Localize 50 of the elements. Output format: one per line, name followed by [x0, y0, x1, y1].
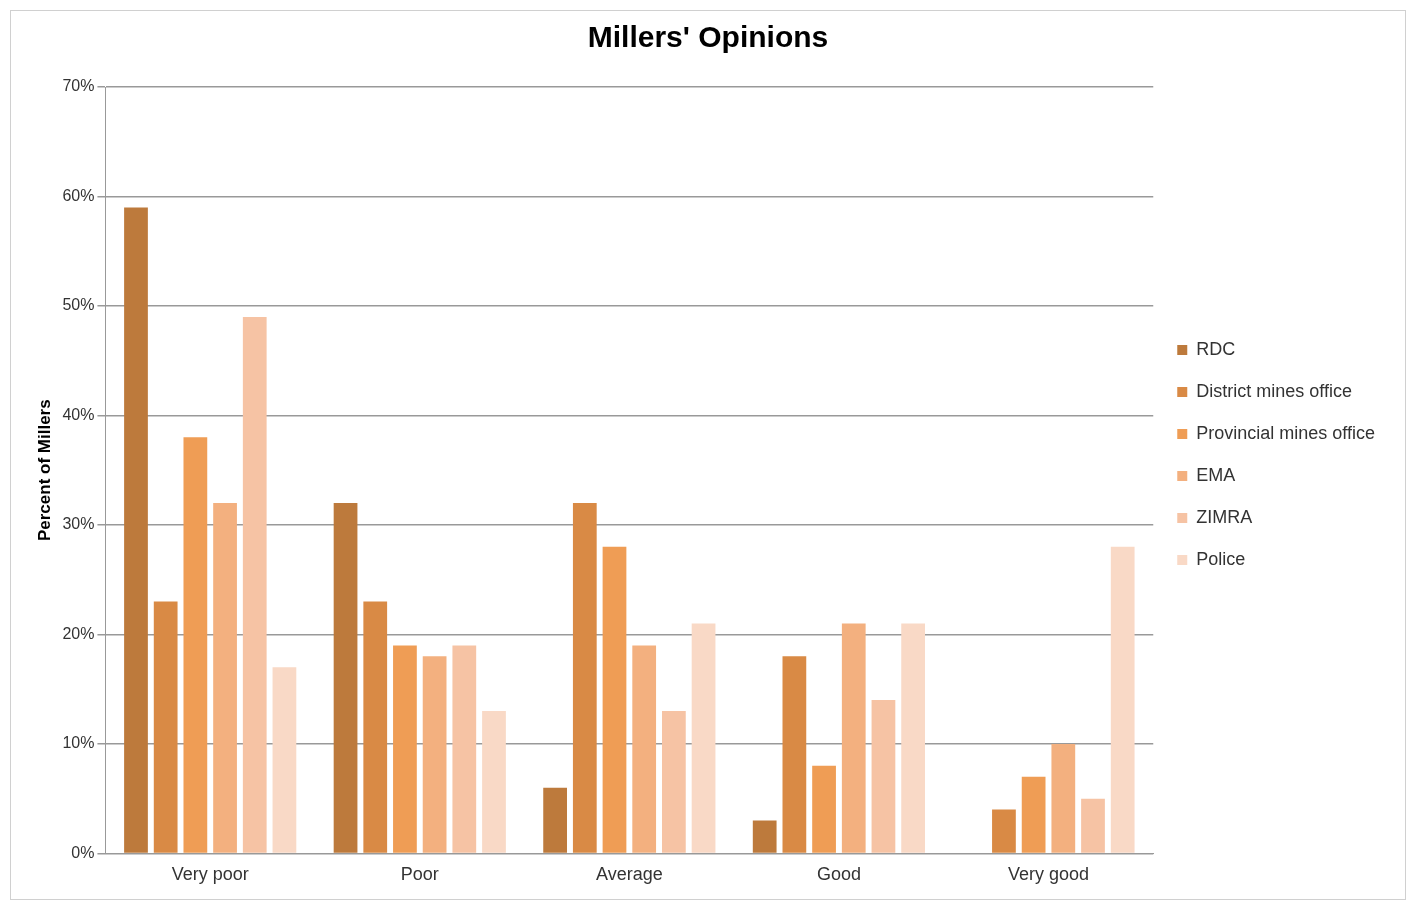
bar: [812, 765, 836, 853]
bar: [752, 820, 777, 853]
bar: [213, 503, 237, 853]
bar: [841, 623, 866, 853]
bar: [691, 623, 716, 853]
bar: [242, 316, 267, 853]
bar: [272, 667, 297, 853]
bar: [482, 711, 506, 853]
bar: [572, 503, 597, 853]
y-tick-label: 50%: [62, 296, 95, 314]
bar: [363, 601, 388, 853]
bar: [153, 601, 178, 853]
bar: [901, 623, 925, 853]
y-tick-label: 40%: [62, 405, 95, 423]
bar: [422, 656, 447, 853]
legend-label: ZIMRA: [1196, 506, 1253, 527]
y-tick-label: 20%: [62, 624, 95, 642]
y-tick-label: 30%: [62, 515, 95, 533]
legend-label: Police: [1196, 548, 1246, 569]
legend-label: District mines office: [1196, 380, 1352, 401]
bar: [452, 645, 477, 853]
bar: [333, 503, 358, 853]
x-tick-label: Very good: [1007, 864, 1089, 885]
legend-label: RDC: [1196, 338, 1236, 359]
bar: [1110, 546, 1135, 853]
bar: [1051, 743, 1076, 853]
bar: [124, 207, 148, 853]
x-tick-label: Average: [595, 864, 663, 885]
chart-title: Millers' Opinions: [587, 20, 829, 54]
bar: [393, 645, 417, 853]
bar: [602, 546, 627, 853]
x-tick-label: Good: [816, 864, 861, 885]
bar: [543, 787, 567, 853]
y-tick-label: 70%: [62, 77, 95, 95]
bar: [632, 645, 657, 853]
bar: [1021, 776, 1046, 853]
bar: [662, 711, 686, 853]
bar: [992, 809, 1016, 853]
y-tick-label: 0%: [71, 843, 95, 861]
bar: [1081, 798, 1105, 853]
y-tick-label: 60%: [62, 186, 95, 204]
bar: [782, 656, 807, 853]
bar: [183, 437, 208, 853]
y-tick-label: 10%: [62, 734, 95, 752]
y-axis-title: Percent of Millers: [34, 399, 54, 542]
bar: [871, 700, 896, 853]
x-tick-label: Poor: [400, 864, 439, 885]
x-tick-label: Very poor: [171, 864, 249, 885]
legend-label: EMA: [1196, 464, 1236, 485]
legend-label: Provincial mines office: [1196, 422, 1376, 443]
